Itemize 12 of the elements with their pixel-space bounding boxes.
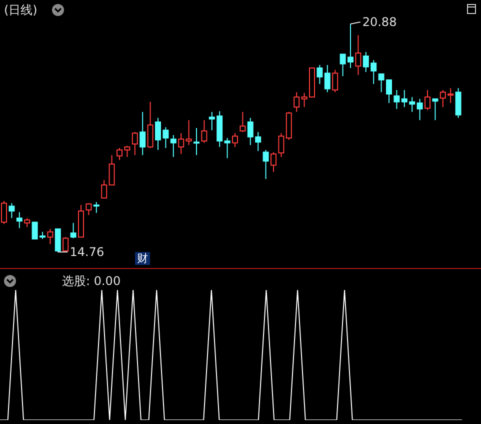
candlestick	[194, 127, 200, 156]
candlestick	[355, 34, 362, 76]
annotation: 20.88	[362, 15, 397, 30]
candlestick	[178, 132, 184, 155]
chart-title: 选股: 0.00	[62, 273, 121, 290]
candlestick	[394, 89, 400, 110]
candlestick	[294, 92, 300, 112]
annotation: 财	[135, 252, 150, 265]
chart-title: (日线)	[4, 2, 38, 19]
candlestick	[140, 111, 146, 156]
candlestick	[16, 212, 22, 229]
annotation: 14.76	[70, 245, 104, 260]
